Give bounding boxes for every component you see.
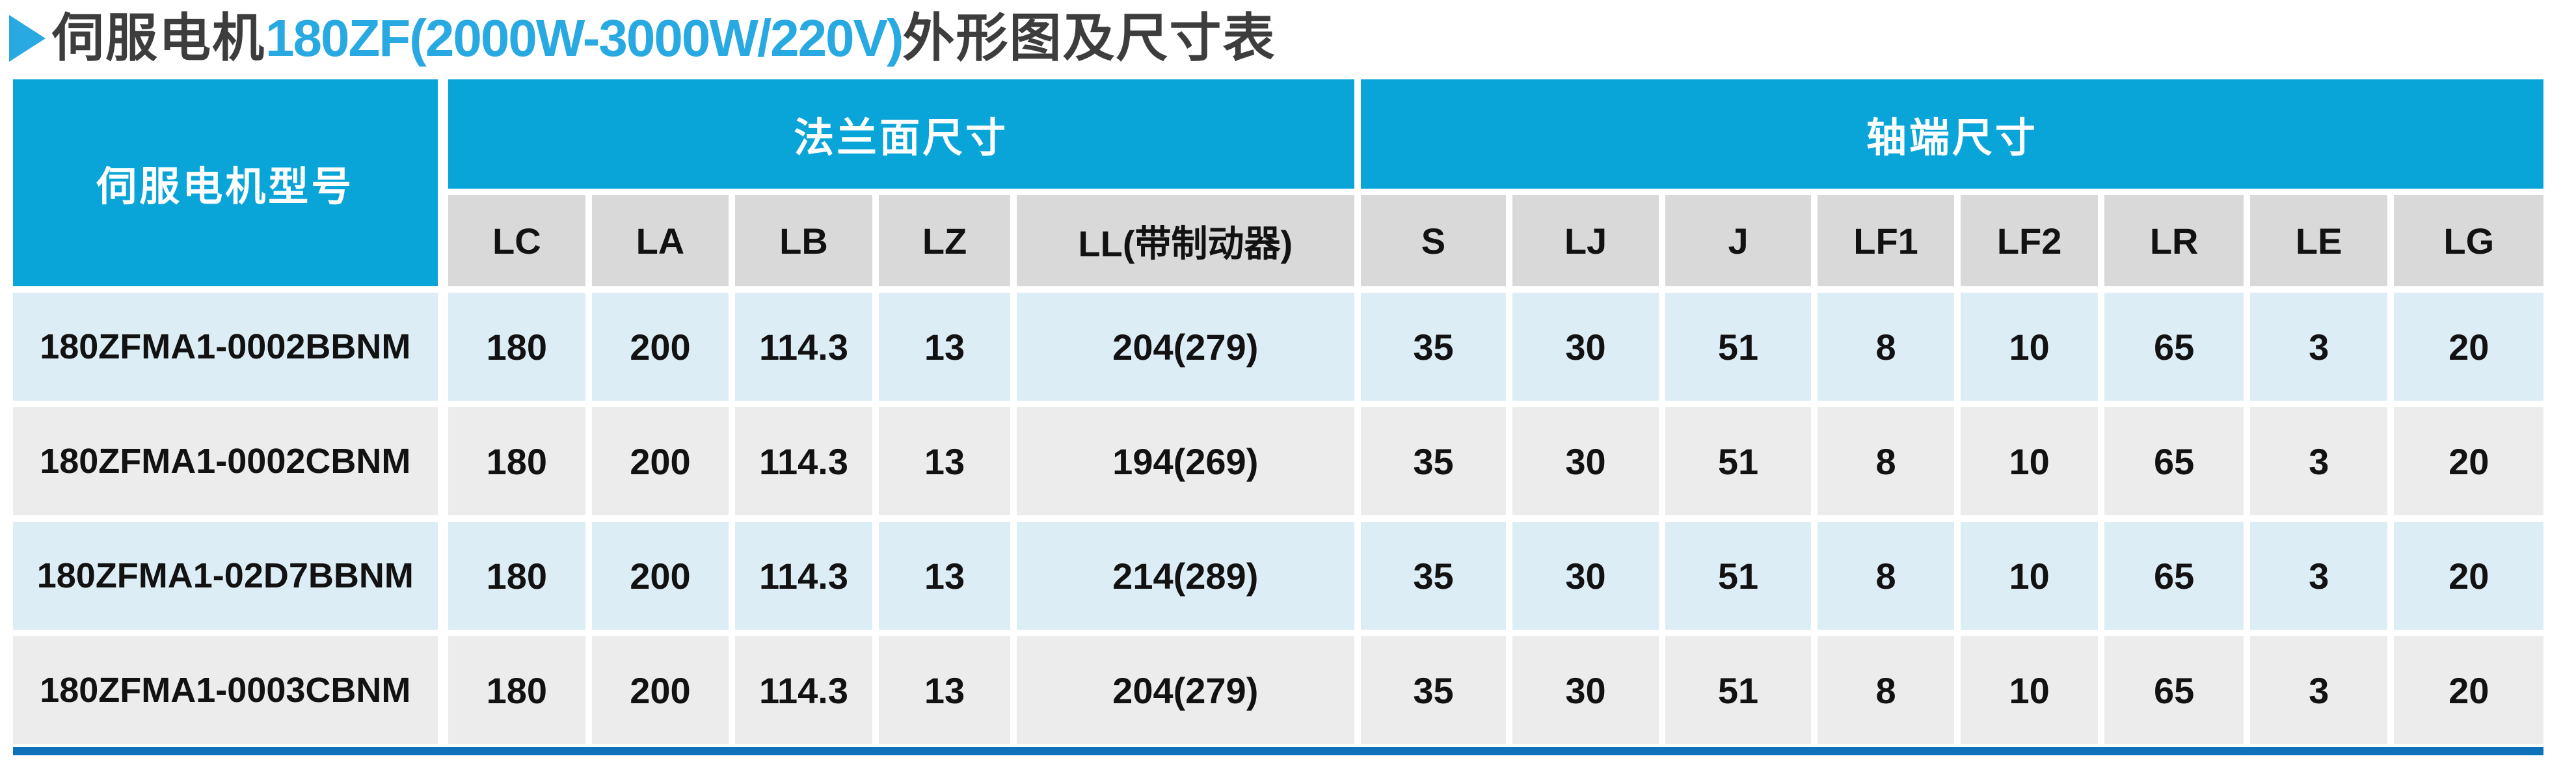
column-header-model: 伺服电机型号 (13, 79, 442, 286)
cell-lc: 180 (448, 636, 586, 744)
cell-lj: 30 (1512, 407, 1659, 515)
cell-lf1: 8 (1818, 293, 1954, 401)
column-header-lb: LB (734, 195, 873, 286)
cell-lj: 30 (1512, 293, 1659, 401)
cell-le: 3 (2249, 522, 2388, 630)
cell-lj: 30 (1512, 522, 1659, 630)
cell-j: 51 (1665, 522, 1812, 630)
cell-j: 51 (1665, 293, 1812, 401)
page-title: 伺服电机 180ZF(2000W-3000W/220V) 外形图及尺寸表 (9, 0, 1276, 77)
cell-le: 3 (2249, 407, 2388, 515)
title-text-suffix: 外形图及尺寸表 (902, 9, 1276, 67)
cell-le: 3 (2249, 636, 2388, 744)
column-header-le: LE (2249, 195, 2388, 286)
cell-lg: 20 (2394, 407, 2543, 515)
cell-lb: 114.3 (734, 293, 873, 401)
cell-lf2: 10 (1960, 522, 2099, 630)
cell-lb: 114.3 (734, 636, 873, 744)
column-header-la: LA (592, 195, 729, 286)
group-header-flange-dimensions: 法兰面尺寸 (448, 79, 1354, 189)
column-header-j: J (1665, 195, 1812, 286)
cell-la: 200 (592, 636, 729, 744)
column-header-lg: LG (2394, 195, 2543, 286)
cell-lf1: 8 (1818, 407, 1954, 515)
cell-ll: 204(279) (1016, 293, 1354, 401)
column-header-lj: LJ (1512, 195, 1659, 286)
cell-lf1: 8 (1818, 636, 1954, 744)
cell-la: 200 (592, 522, 729, 630)
cell-s: 35 (1360, 407, 1507, 515)
cell-ll: 204(279) (1016, 636, 1354, 744)
cell-lz: 13 (879, 522, 1010, 630)
group-header-shaft-dimensions: 轴端尺寸 (1360, 79, 2543, 189)
column-header-lf1: LF1 (1818, 195, 1954, 286)
column-header-lr: LR (2104, 195, 2244, 286)
cell-lf2: 10 (1960, 407, 2099, 515)
column-header-lc: LC (448, 195, 586, 286)
column-header-lz: LZ (879, 195, 1010, 286)
cell-lg: 20 (2394, 522, 2543, 630)
table-bottom-bar (13, 747, 2543, 755)
title-text-model-range: 180ZF(2000W-3000W/220V) (265, 9, 904, 67)
cell-lr: 65 (2104, 407, 2244, 515)
cell-ll: 214(289) (1016, 522, 1354, 630)
cell-la: 200 (592, 407, 729, 515)
cell-lg: 20 (2394, 636, 2543, 744)
cell-lr: 65 (2104, 293, 2244, 401)
dimension-table: 伺服电机型号 法兰面尺寸 轴端尺寸 LC LA LB LZ LL(带制动器) S LJ J LF… (13, 79, 2543, 744)
cell-s: 35 (1360, 636, 1507, 744)
cell-lz: 13 (879, 636, 1010, 744)
cell-ll: 194(269) (1016, 407, 1354, 515)
cell-lg: 20 (2394, 293, 2543, 401)
cell-lf2: 10 (1960, 636, 2099, 744)
cell-model: 180ZFMA1-0002BBNM (13, 293, 442, 401)
cell-lc: 180 (448, 522, 586, 630)
cell-lj: 30 (1512, 636, 1659, 744)
cell-lr: 65 (2104, 522, 2244, 630)
cell-s: 35 (1360, 293, 1507, 401)
cell-j: 51 (1665, 636, 1812, 744)
cell-lz: 13 (879, 407, 1010, 515)
cell-lc: 180 (448, 407, 586, 515)
cell-j: 51 (1665, 407, 1812, 515)
cell-lf1: 8 (1818, 522, 1954, 630)
cell-lb: 114.3 (734, 407, 873, 515)
cell-lz: 13 (879, 293, 1010, 401)
cell-lf2: 10 (1960, 293, 2099, 401)
cell-la: 200 (592, 293, 729, 401)
cell-lb: 114.3 (734, 522, 873, 630)
cell-model: 180ZFMA1-02D7BBNM (13, 522, 442, 630)
column-header-s: S (1360, 195, 1507, 286)
title-text-prefix: 伺服电机 (52, 9, 265, 67)
triangle-right-icon (9, 15, 46, 62)
cell-s: 35 (1360, 522, 1507, 630)
cell-model: 180ZFMA1-0003CBNM (13, 636, 442, 744)
cell-model: 180ZFMA1-0002CBNM (13, 407, 442, 515)
cell-le: 3 (2249, 293, 2388, 401)
cell-lr: 65 (2104, 636, 2244, 744)
column-header-ll: LL(带制动器) (1016, 195, 1354, 286)
column-header-lf2: LF2 (1960, 195, 2099, 286)
cell-lc: 180 (448, 293, 586, 401)
